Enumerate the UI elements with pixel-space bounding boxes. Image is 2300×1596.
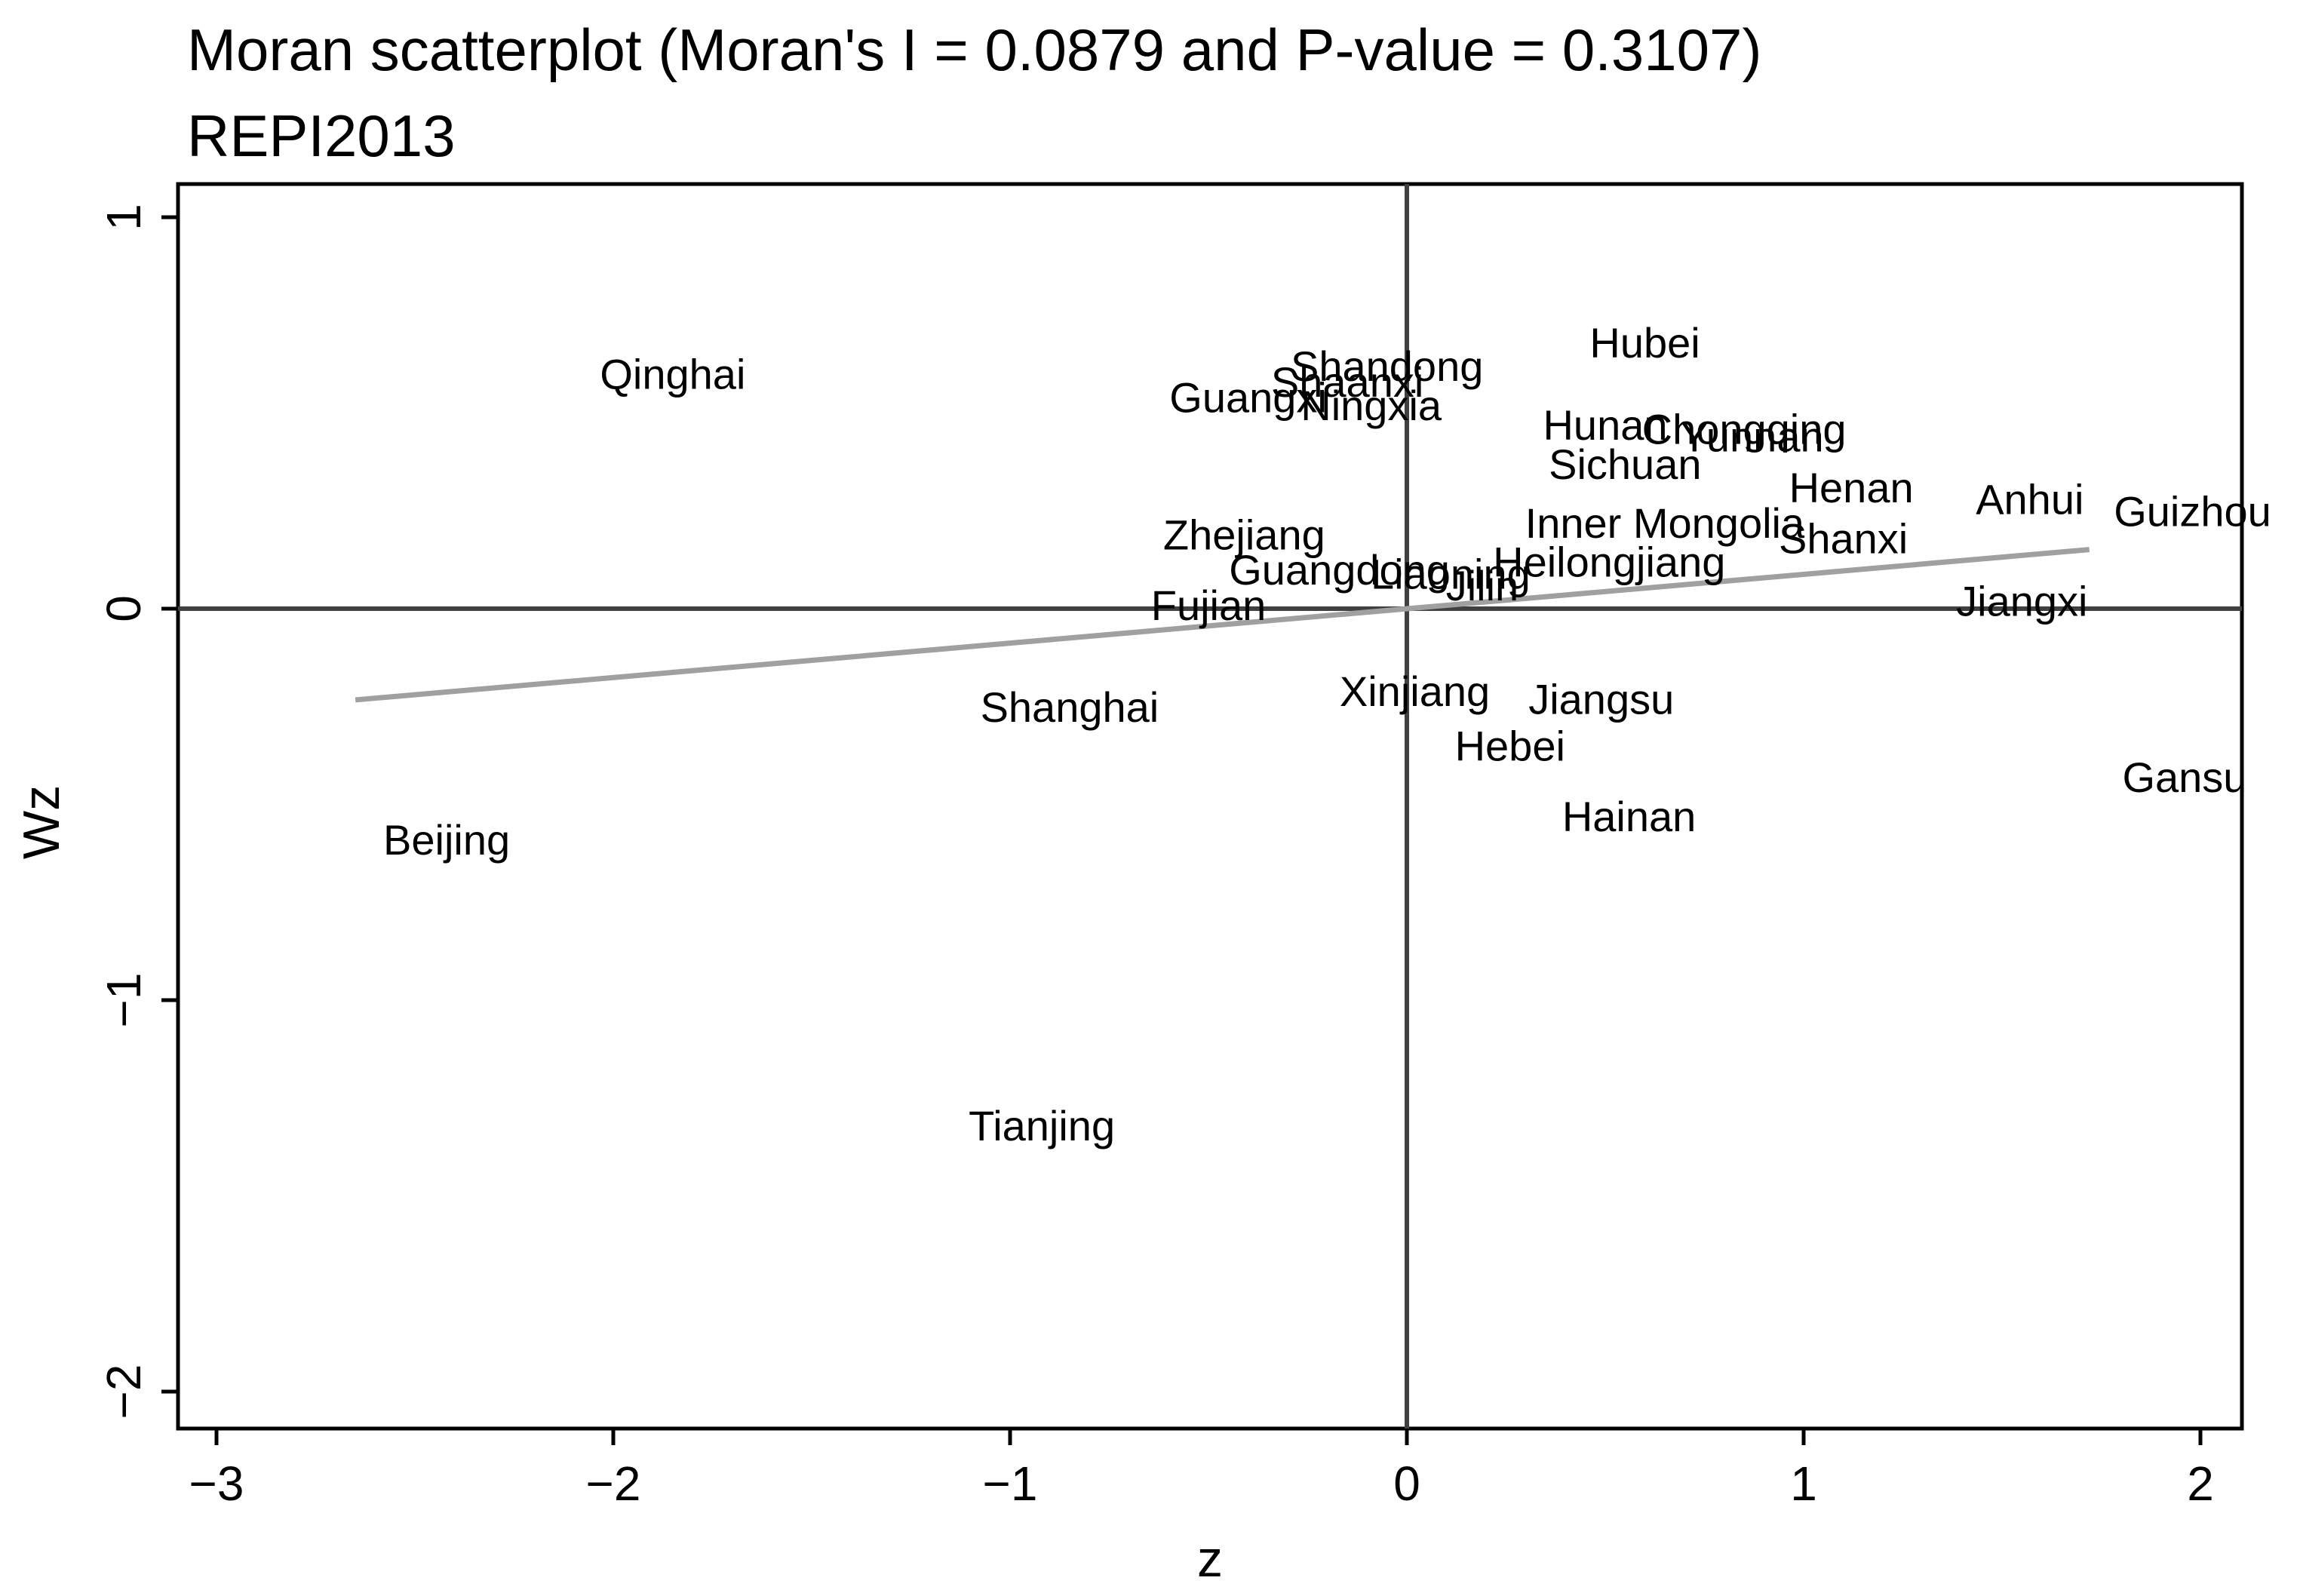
x-tick-label: 1	[1790, 1456, 1817, 1511]
point-label: Sichuan	[1549, 440, 1701, 488]
point-label: Shandong	[1291, 342, 1483, 390]
y-tick-label: −1	[97, 973, 151, 1028]
point-label: Liaoning	[1371, 550, 1531, 597]
plot-area-frame	[176, 182, 2244, 1431]
point-label: Jiangxi	[1956, 578, 2087, 625]
x-axis: −3 −2 −1 0 1 2	[189, 1429, 2214, 1511]
point-label: Guangdong	[1229, 546, 1450, 594]
y-tick-label: −2	[97, 1364, 151, 1420]
point-label: Hunan	[1543, 401, 1667, 449]
x-axis-title: z	[1197, 1530, 1223, 1588]
chart-subtitle: REPI2013	[187, 103, 456, 169]
point-label: Hainan	[1562, 793, 1696, 840]
point-label: Hebei	[1455, 723, 1565, 770]
x-tick-label: −1	[983, 1456, 1038, 1511]
point-label: Chongqing	[1642, 405, 1847, 453]
x-tick-label: −3	[189, 1456, 244, 1511]
point-label: Gansu	[2122, 753, 2246, 801]
point-label: Ningxia	[1300, 382, 1442, 429]
point-label: Yunnan	[1681, 413, 1824, 461]
point-label: Shanghai	[981, 683, 1159, 731]
y-tick-label: 1	[97, 204, 151, 231]
point-label: Jiangsu	[1528, 675, 1674, 723]
point-label: Guangxi	[1169, 374, 1327, 422]
regression-line	[355, 547, 2090, 703]
y-tick-label: 0	[97, 595, 151, 622]
x-tick-label: 2	[2187, 1456, 2214, 1511]
point-label: Guizhou	[2114, 487, 2271, 535]
y-axis: −2 −1 0 1	[97, 204, 178, 1419]
point-label: Shaanxi	[1271, 358, 1423, 406]
x-tick-label: −2	[586, 1456, 641, 1511]
y-axis-title: Wz	[13, 785, 70, 859]
point-label: Heilongjiang	[1493, 539, 1725, 586]
point-label: Inner Mongolia	[1525, 499, 1805, 547]
point-label: Tianjing	[969, 1102, 1115, 1149]
point-label: Fujian	[1151, 582, 1267, 629]
point-label: Beijing	[383, 816, 510, 864]
point-label: Zhejiang	[1163, 511, 1325, 558]
point-label: Shanxi	[1779, 515, 1908, 563]
point-label: Xinjiang	[1340, 668, 1490, 715]
x-tick-label: 0	[1393, 1456, 1420, 1511]
chart-title: Moran scatterplot (Moran's I = 0.0879 an…	[187, 17, 1761, 83]
point-label: Henan	[1789, 464, 1914, 511]
point-label: Hubei	[1589, 319, 1700, 367]
point-label: Qinghai	[600, 351, 745, 398]
point-label: Jilin	[1446, 562, 1518, 609]
point-label: Anhui	[1976, 476, 2084, 523]
